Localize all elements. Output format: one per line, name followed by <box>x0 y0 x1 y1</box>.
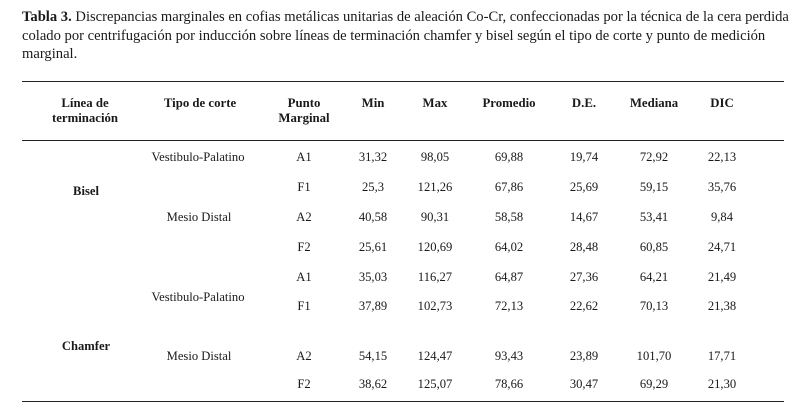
cell-mediana: 59,15 <box>639 180 669 194</box>
cell-dic: 21,49 <box>707 270 737 284</box>
cell-min: 31,32 <box>358 150 388 164</box>
cell-dic: 17,71 <box>707 349 737 363</box>
cell-min: 35,03 <box>358 270 388 284</box>
group-label-chamfer: Chamfer <box>61 339 111 353</box>
header-tipo-corte: Tipo de corte <box>163 96 237 110</box>
table-caption-text: Discrepancias marginales en cofias metál… <box>22 9 789 62</box>
cell-max: 120,69 <box>417 240 453 254</box>
header-punto-line2: Marginal <box>278 111 330 125</box>
cell-dic: 21,38 <box>707 299 737 313</box>
cell-punto: F2 <box>297 240 311 254</box>
cell-dic: 35,76 <box>707 180 737 194</box>
cell-max: 90,31 <box>420 210 450 224</box>
table-top-rule <box>22 81 784 82</box>
cell-min: 37,89 <box>358 299 388 313</box>
cell-max: 125,07 <box>417 377 453 391</box>
cell-min: 38,62 <box>358 377 388 391</box>
header-linea-line2: terminación <box>51 111 119 125</box>
cell-mediana: 101,70 <box>636 349 672 363</box>
cell-promedio: 93,43 <box>494 349 524 363</box>
header-min: Min <box>361 96 385 110</box>
cell-punto: F2 <box>297 377 311 391</box>
table-header-rule <box>22 140 784 141</box>
cell-mediana: 53,41 <box>639 210 669 224</box>
cell-punto: A2 <box>296 210 312 224</box>
header-promedio: Promedio <box>482 96 536 110</box>
cell-punto: F1 <box>297 299 311 313</box>
cell-de: 30,47 <box>569 377 599 391</box>
cell-punto: A1 <box>296 150 312 164</box>
cell-de: 28,48 <box>569 240 599 254</box>
header-punto-line1: Punto <box>287 96 321 110</box>
cut-label-bisel-vestibulo-palatino: Vestibulo-Palatino <box>151 150 245 164</box>
cell-max: 121,26 <box>417 180 453 194</box>
cell-de: 25,69 <box>569 180 599 194</box>
cell-min: 25,3 <box>361 180 385 194</box>
cell-dic: 22,13 <box>707 150 737 164</box>
cell-promedio: 69,88 <box>494 150 524 164</box>
cell-min: 54,15 <box>358 349 388 363</box>
cut-label-chamfer-mesio-distal: Mesio Distal <box>166 349 232 363</box>
cut-label-bisel-mesio-distal: Mesio Distal <box>166 210 232 224</box>
cell-promedio: 72,13 <box>494 299 524 313</box>
header-mediana: Mediana <box>629 96 679 110</box>
cell-min: 25,61 <box>358 240 388 254</box>
cell-dic: 9,84 <box>710 210 734 224</box>
cell-max: 124,47 <box>417 349 453 363</box>
cell-punto: A2 <box>296 349 312 363</box>
table-bottom-rule <box>22 401 784 402</box>
header-de: D.E. <box>571 96 597 110</box>
cell-mediana: 69,29 <box>639 377 669 391</box>
cell-de: 23,89 <box>569 349 599 363</box>
cell-max: 116,27 <box>417 270 453 284</box>
cell-punto: A1 <box>296 270 312 284</box>
group-label-bisel: Bisel <box>73 184 99 198</box>
cell-de: 14,67 <box>569 210 599 224</box>
cell-max: 98,05 <box>420 150 450 164</box>
table-caption-label: Tabla 3. <box>22 9 72 25</box>
cell-max: 102,73 <box>417 299 453 313</box>
header-linea-line1: Línea de <box>61 96 109 110</box>
header-max: Max <box>422 96 448 110</box>
cell-mediana: 72,92 <box>639 150 669 164</box>
cell-de: 27,36 <box>569 270 599 284</box>
cell-mediana: 60,85 <box>639 240 669 254</box>
cell-min: 40,58 <box>358 210 388 224</box>
header-dic: DIC <box>710 96 734 110</box>
cell-mediana: 64,21 <box>639 270 669 284</box>
cell-promedio: 58,58 <box>494 210 524 224</box>
cut-label-chamfer-vestibulo-palatino: Vestibulo-Palatino <box>151 290 245 304</box>
table-caption: Tabla 3. Discrepancias marginales en cof… <box>22 8 792 64</box>
cell-promedio: 64,87 <box>494 270 524 284</box>
cell-dic: 21,30 <box>707 377 737 391</box>
cell-promedio: 67,86 <box>494 180 524 194</box>
cell-de: 19,74 <box>569 150 599 164</box>
cell-promedio: 64,02 <box>494 240 524 254</box>
cell-promedio: 78,66 <box>494 377 524 391</box>
cell-punto: F1 <box>297 180 311 194</box>
cell-dic: 24,71 <box>707 240 737 254</box>
cell-de: 22,62 <box>569 299 599 313</box>
cell-mediana: 70,13 <box>639 299 669 313</box>
